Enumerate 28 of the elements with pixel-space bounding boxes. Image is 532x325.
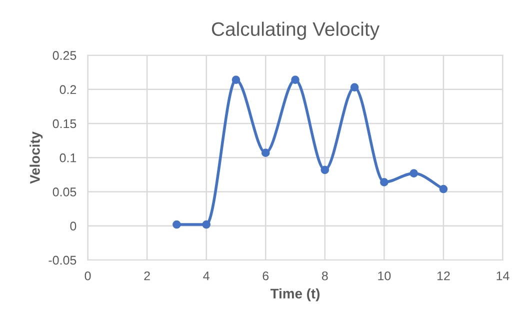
point	[202, 220, 211, 229]
point	[320, 166, 330, 174]
point	[261, 148, 270, 158]
x-tick-label: 0	[84, 271, 91, 280]
x-tick-label: 12	[437, 271, 450, 280]
point	[439, 184, 448, 194]
y-tick-label: 0.25	[52, 51, 76, 60]
chart-title: Calculating Velocity	[212, 22, 380, 40]
x-tick-label: 4	[203, 272, 210, 280]
y-tick-label: 0.05	[52, 188, 76, 196]
x-tick-label: 6	[262, 271, 269, 280]
y-tick-label: 0	[70, 222, 76, 231]
point	[410, 169, 418, 178]
y-axis-title: Velocity	[30, 131, 43, 184]
x-axis-title: Time (t)	[270, 288, 320, 302]
point	[350, 83, 359, 92]
y-tick-label: 0.1	[60, 153, 76, 162]
y-tick-label: -0.05	[48, 256, 76, 265]
x-tick-label: 14	[496, 272, 510, 280]
x-tick-label: 2	[144, 271, 150, 280]
point	[291, 76, 300, 84]
point	[380, 178, 388, 186]
point	[172, 220, 181, 229]
y-tick-label: 0.15	[52, 119, 76, 128]
x-tick-label: 10	[378, 271, 391, 280]
x-tick-label: 8	[322, 271, 328, 280]
y-tick-label: 0.2	[60, 85, 76, 94]
point	[232, 76, 240, 84]
